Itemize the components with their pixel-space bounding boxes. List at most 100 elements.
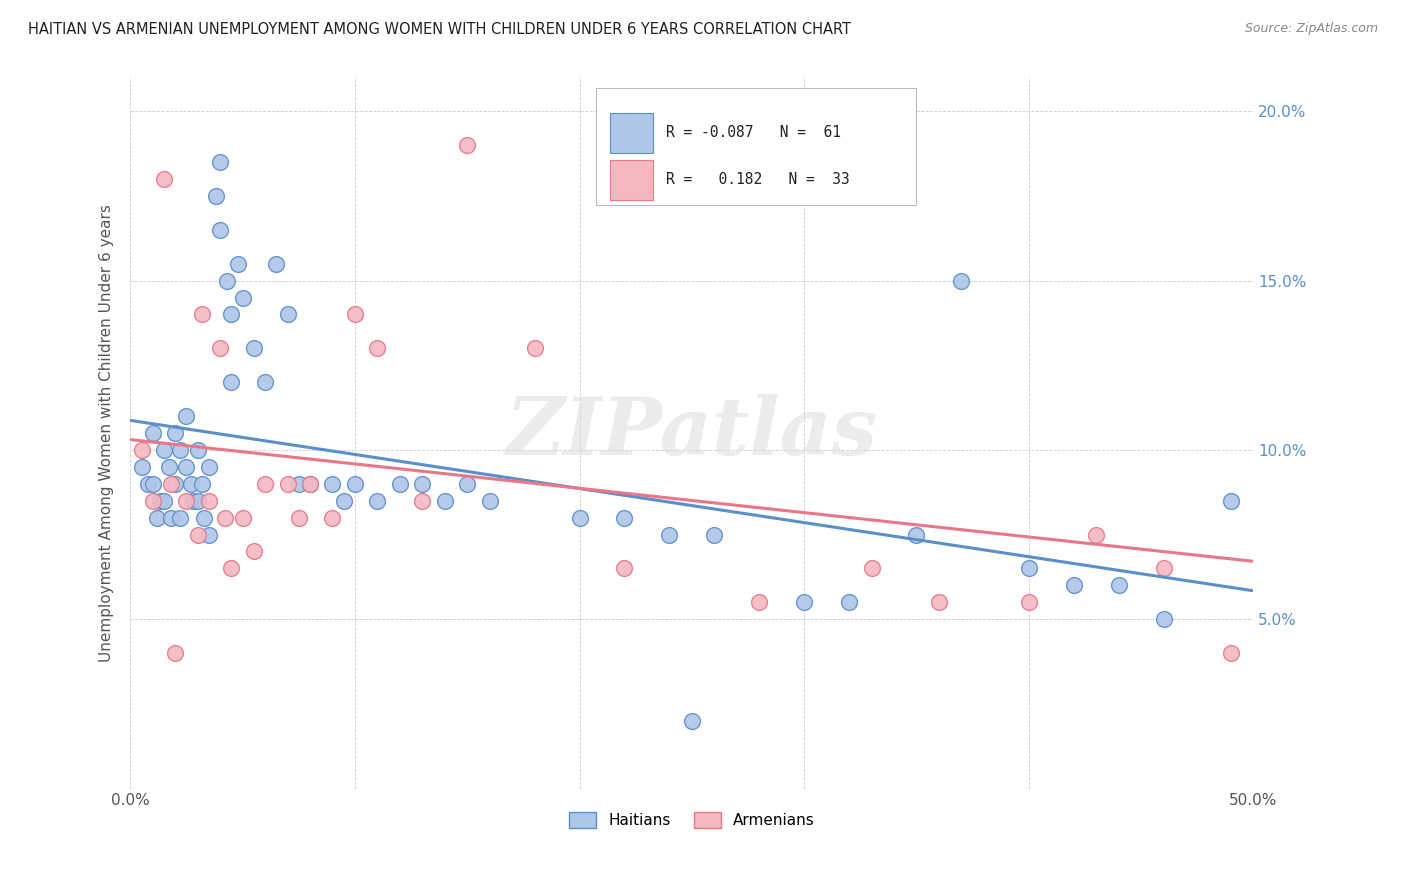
Point [142, 425, 165, 440]
Point [905, 527, 928, 541]
Point [1018, 561, 1040, 575]
Point [209, 342, 232, 356]
Point [478, 493, 501, 508]
Point [860, 561, 883, 575]
Point [142, 476, 165, 491]
Point [366, 342, 388, 356]
FancyBboxPatch shape [596, 88, 917, 205]
Point [198, 459, 221, 474]
Point [388, 476, 411, 491]
Point [433, 493, 456, 508]
Point [1219, 493, 1241, 508]
Point [266, 257, 288, 271]
Point [928, 595, 950, 609]
Point [277, 476, 299, 491]
Point [181, 493, 204, 508]
Point [681, 714, 703, 728]
Point [299, 476, 322, 491]
Point [232, 291, 254, 305]
Point [226, 257, 249, 271]
Point [176, 493, 198, 508]
Point [187, 493, 209, 508]
Point [456, 476, 478, 491]
Point [221, 561, 243, 575]
Point [613, 561, 636, 575]
Point [568, 510, 591, 524]
FancyBboxPatch shape [610, 161, 652, 200]
Point [142, 493, 165, 508]
Point [613, 510, 636, 524]
Text: Source: ZipAtlas.com: Source: ZipAtlas.com [1244, 22, 1378, 36]
Point [136, 476, 159, 491]
Point [1085, 527, 1108, 541]
Point [343, 308, 366, 322]
Point [165, 425, 187, 440]
Point [243, 342, 266, 356]
Point [198, 527, 221, 541]
Point [748, 595, 770, 609]
Point [221, 308, 243, 322]
Point [131, 459, 153, 474]
Point [321, 476, 343, 491]
Text: HAITIAN VS ARMENIAN UNEMPLOYMENT AMONG WOMEN WITH CHILDREN UNDER 6 YEARS CORRELA: HAITIAN VS ARMENIAN UNEMPLOYMENT AMONG W… [28, 22, 851, 37]
Point [198, 493, 221, 508]
Point [366, 493, 388, 508]
Text: ZIPatlas: ZIPatlas [506, 394, 877, 472]
Point [204, 189, 226, 203]
Point [165, 646, 187, 660]
Point [1153, 612, 1175, 626]
Point [343, 476, 366, 491]
Point [131, 442, 153, 457]
Point [215, 274, 238, 288]
FancyBboxPatch shape [610, 113, 652, 153]
Text: R =   0.182   N =  33: R = 0.182 N = 33 [666, 172, 849, 187]
Point [321, 510, 343, 524]
Point [148, 493, 170, 508]
Y-axis label: Unemployment Among Women with Children Under 6 years: Unemployment Among Women with Children U… [100, 204, 114, 662]
Point [950, 274, 973, 288]
Point [191, 308, 214, 322]
Point [187, 442, 209, 457]
Point [288, 476, 311, 491]
Point [838, 595, 860, 609]
Point [243, 544, 266, 558]
Point [1063, 578, 1085, 592]
Text: R = -0.087   N =  61: R = -0.087 N = 61 [666, 125, 841, 140]
Point [180, 476, 202, 491]
Point [703, 527, 725, 541]
Point [1108, 578, 1130, 592]
Point [332, 493, 354, 508]
Point [1219, 646, 1241, 660]
Point [1018, 595, 1040, 609]
Point [146, 510, 169, 524]
Point [232, 510, 254, 524]
Point [288, 510, 311, 524]
Point [191, 476, 214, 491]
Point [523, 342, 546, 356]
Point [299, 476, 322, 491]
Point [254, 375, 277, 389]
Point [159, 510, 181, 524]
Point [187, 527, 209, 541]
Point [176, 409, 198, 423]
Point [277, 308, 299, 322]
Point [159, 476, 181, 491]
Point [793, 189, 815, 203]
Point [254, 476, 277, 491]
Point [456, 138, 478, 153]
Point [209, 155, 232, 169]
Point [411, 493, 433, 508]
Point [193, 510, 215, 524]
Point [209, 223, 232, 237]
Point [153, 493, 176, 508]
Point [411, 476, 433, 491]
Point [169, 442, 191, 457]
Point [157, 459, 180, 474]
Point [153, 442, 176, 457]
Point [153, 172, 176, 186]
Point [1153, 561, 1175, 575]
Point [169, 510, 191, 524]
Point [793, 595, 815, 609]
Point [176, 459, 198, 474]
Point [214, 510, 236, 524]
